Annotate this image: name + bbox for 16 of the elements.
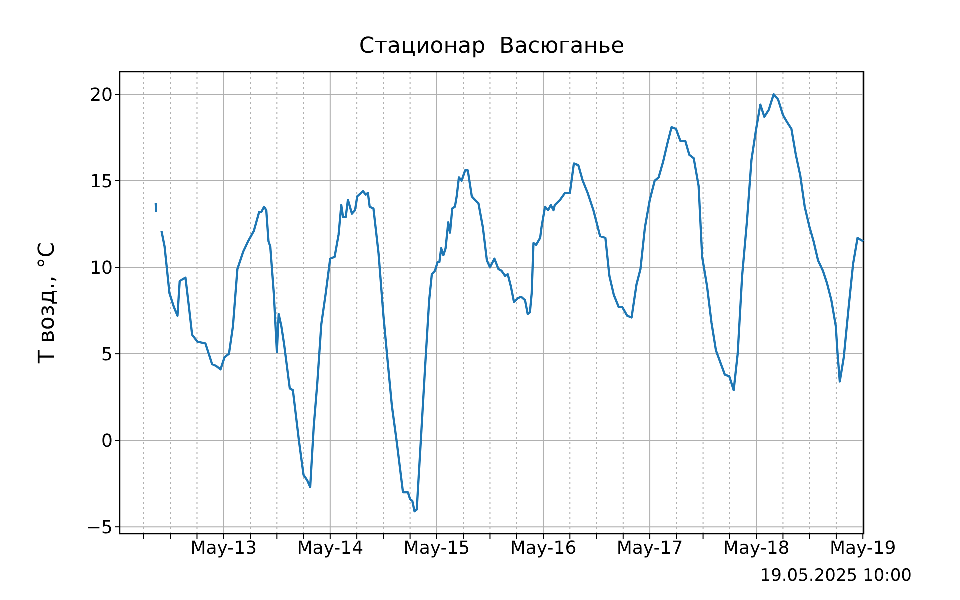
- y-axis-title: T возд., °C: [34, 242, 60, 365]
- y-tick-label: 10: [90, 258, 113, 279]
- x-tick-label: May-18: [723, 538, 790, 559]
- x-tick-label: May-16: [510, 538, 577, 559]
- y-tick-label: 5: [102, 344, 113, 366]
- y-tick-label: 0: [102, 430, 113, 452]
- chart-title: Стационар Васюганье: [358, 34, 626, 59]
- text: 19.05.2025 10:00: [760, 566, 912, 586]
- y-tick-label: −5: [86, 517, 113, 538]
- y-tick-label: 15: [90, 171, 113, 192]
- y-tick-label: 20: [90, 84, 113, 106]
- x-tick-label: May-17: [616, 538, 684, 559]
- x-tick-label: May-15: [404, 538, 470, 559]
- x-tick-label: May-13: [190, 538, 258, 559]
- x-tick-label: May-19: [830, 538, 896, 559]
- x-tick-label: May-14: [297, 538, 364, 559]
